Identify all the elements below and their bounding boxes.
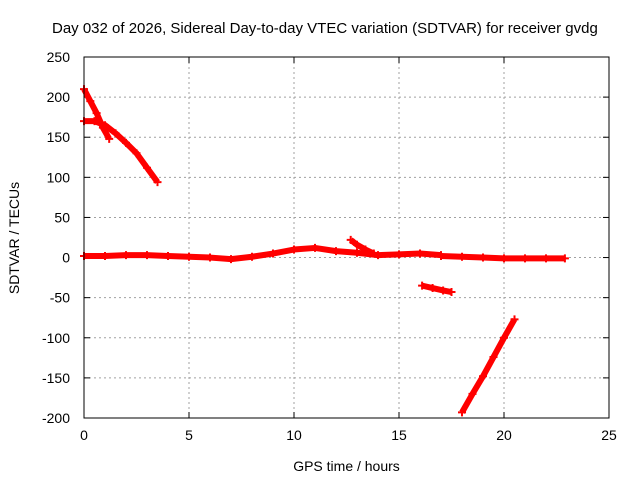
data-point (143, 251, 151, 260)
data-point (542, 254, 550, 263)
data-point (111, 129, 120, 138)
data-point (206, 253, 214, 262)
x-tick-label: 5 (185, 427, 193, 443)
data-point (290, 245, 298, 254)
data-point (500, 254, 508, 263)
y-tick-label: -200 (42, 410, 70, 426)
data-point (332, 247, 340, 256)
x-axis-label: GPS time / hours (293, 458, 400, 474)
y-tick-label: 150 (47, 129, 71, 145)
series-arc-3 (84, 244, 442, 263)
data-point (361, 245, 370, 254)
y-tick-label: 100 (47, 169, 71, 185)
y-tick-label: -150 (42, 370, 70, 386)
x-tick-label: 15 (391, 427, 407, 443)
data-point (346, 235, 355, 244)
x-tick-label: 25 (601, 427, 617, 443)
data-point (92, 109, 101, 118)
data-point (132, 149, 141, 158)
data-point (311, 243, 319, 252)
data-point (374, 251, 382, 260)
data-point (395, 250, 403, 259)
y-tick-label: 0 (62, 250, 70, 266)
data-point (479, 372, 487, 381)
x-tick-label: 0 (80, 427, 88, 443)
grid-lines (84, 57, 609, 418)
data-point (437, 251, 445, 260)
plot-frame (83, 56, 610, 419)
data-point (439, 286, 448, 295)
data-point (521, 254, 529, 263)
data-point (428, 284, 437, 293)
data-point (418, 281, 427, 290)
data-point (500, 333, 508, 342)
data-point (122, 138, 130, 147)
data-series (80, 85, 569, 417)
data-point (489, 353, 498, 362)
series-arc-4 (348, 237, 376, 257)
axis-ticks: 0 5 10 15 20 25 -200 -150 -100 -50 0 50 100 150 200 250 (42, 49, 617, 443)
data-point (143, 163, 151, 172)
x-tick-label: 10 (286, 427, 302, 443)
data-point (248, 252, 256, 261)
y-tick-label: 200 (47, 89, 71, 105)
data-point (369, 249, 378, 258)
data-point (468, 389, 477, 398)
y-tick-label: -50 (50, 290, 70, 306)
data-point (458, 252, 466, 261)
data-point (479, 253, 487, 262)
data-point (353, 240, 361, 249)
data-point (105, 134, 114, 143)
data-point (122, 251, 130, 260)
y-tick-label: 250 (47, 49, 71, 65)
series-arc-6 (421, 282, 453, 295)
data-point (227, 255, 235, 264)
data-point (86, 97, 95, 106)
data-point (353, 248, 361, 257)
data-point (90, 117, 99, 126)
data-point (560, 254, 569, 263)
y-tick-label: -100 (42, 330, 70, 346)
series-arc-7 (459, 317, 518, 414)
data-point (101, 121, 109, 130)
data-point (447, 288, 456, 297)
data-point (101, 251, 109, 260)
data-point (458, 408, 466, 417)
data-point (416, 249, 424, 258)
y-tick-label: 50 (54, 209, 70, 225)
y-axis-label: SDTVAR / TECUs (6, 182, 22, 294)
data-point (153, 178, 162, 187)
data-point (164, 251, 172, 260)
data-point (185, 252, 193, 261)
series-arc-2 (84, 118, 160, 184)
data-point (510, 315, 519, 324)
chart-title: Day 032 of 2026, Sidereal Day-to-day VTE… (52, 20, 598, 37)
data-point (269, 249, 277, 258)
x-tick-label: 20 (496, 427, 512, 443)
